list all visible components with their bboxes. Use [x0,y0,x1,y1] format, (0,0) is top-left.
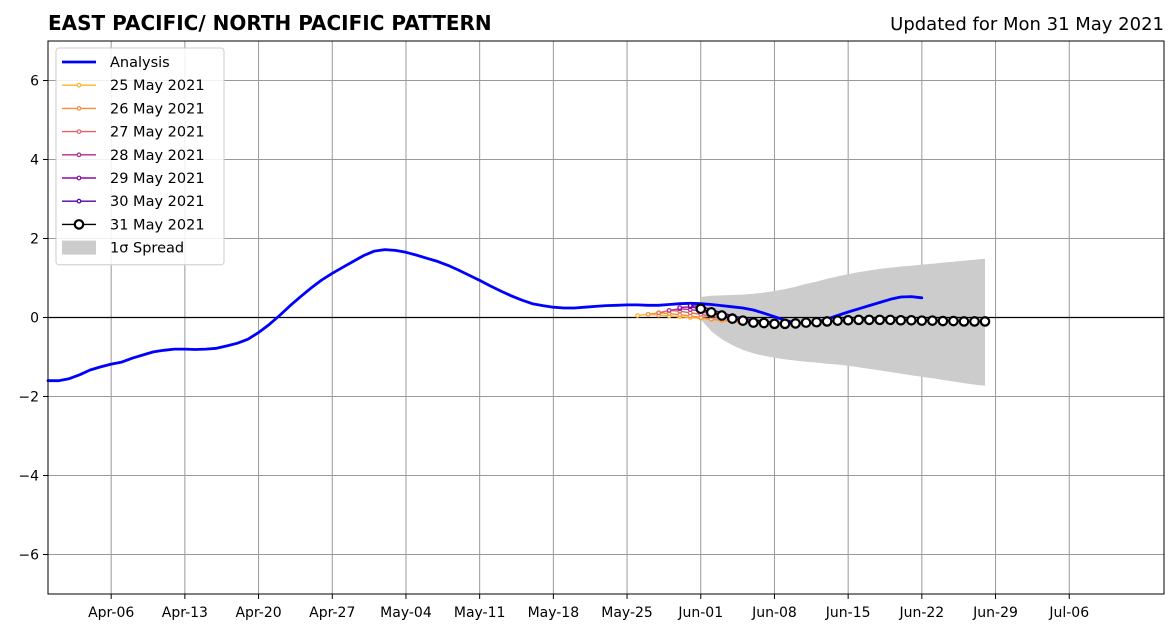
forecast-4-point-0 [678,306,682,310]
legend-label: 26 May 2021 [110,101,205,117]
x-tick-label: Jun-22 [898,605,944,621]
x-tick-label: May-11 [454,605,506,621]
forecast-0-point-0 [636,314,640,318]
updated-label: Updated for Mon 31 May 2021 [890,14,1164,35]
legend-swatch-patch [62,241,96,255]
latest-forecast-point-6 [760,319,768,327]
legend-swatch-marker [77,153,81,157]
legend-swatch-marker [77,130,81,134]
legend-swatch-marker [77,83,81,87]
legend-label: 31 May 2021 [110,217,205,233]
y-axis-ticks: 6 4 2 0 −2 −4 −6 [18,74,48,564]
x-tick-label: May-18 [528,605,580,621]
legend-swatch-marker [75,220,83,228]
x-tick-label: Jun-15 [825,605,871,621]
latest-forecast-point-16 [865,316,873,324]
latest-forecast-point-2 [718,311,726,319]
latest-forecast-point-25 [960,317,968,325]
x-tick-label: Apr-13 [162,605,208,621]
legend: Analysis 25 May 2021 26 May 2021 27 May 202… [56,48,224,265]
x-tick-label: Jun-01 [677,605,723,621]
latest-forecast-point-24 [949,317,957,325]
x-axis-ticks: Apr-06 Apr-13 Apr-20 Apr-27 May-04 May-11 May-… [88,594,1089,621]
latest-forecast-point-21 [918,316,926,324]
latest-forecast-point-26 [970,317,978,325]
legend-label: 28 May 2021 [110,148,205,164]
latest-forecast-point-15 [854,316,862,324]
x-tick-label: May-25 [601,605,653,621]
latest-forecast-point-22 [928,316,936,324]
latest-forecast-point-14 [844,316,852,324]
x-tick-label: Apr-20 [235,605,281,621]
y-tick-label: −6 [18,548,39,564]
latest-forecast-point-12 [823,317,831,325]
latest-forecast-point-0 [697,305,705,313]
y-tick-label: 2 [30,232,39,248]
legend-swatch-marker [77,199,81,203]
latest-forecast-point-23 [939,317,947,325]
x-tick-label: Jun-08 [751,605,797,621]
forecast-3-point-0 [667,309,671,313]
legend-swatch-marker [77,107,81,111]
x-tick-label: Jun-29 [972,605,1018,621]
legend-item: 1σ Spread [62,241,184,257]
legend-label: 27 May 2021 [110,125,205,141]
x-tick-label: Apr-27 [309,605,355,621]
x-tick-label: Jul-06 [1048,605,1089,621]
latest-forecast-point-5 [749,318,757,326]
chart-title: EAST PACIFIC/ NORTH PACIFIC PATTERN [48,11,492,35]
latest-forecast-point-27 [981,317,989,325]
latest-forecast-point-17 [876,316,884,324]
latest-forecast-point-7 [770,320,778,328]
legend-label: 29 May 2021 [110,171,205,187]
legend-label: 1σ Spread [110,241,184,257]
latest-forecast-point-10 [802,318,810,326]
x-tick-label: May-04 [380,605,432,621]
latest-forecast-point-8 [781,320,789,328]
x-tick-label: Apr-06 [88,605,134,621]
forecast-5-point-0 [688,304,692,308]
y-tick-label: −2 [18,390,39,406]
y-tick-label: 0 [30,311,39,327]
latest-forecast-point-3 [728,314,736,322]
legend-label: Analysis [110,55,170,71]
forecast-1-point-0 [646,313,650,317]
forecast-2-point-0 [657,311,661,315]
legend-label: 30 May 2021 [110,194,205,210]
latest-forecast-point-20 [907,316,915,324]
y-tick-label: 6 [30,74,39,90]
latest-forecast-point-13 [833,316,841,324]
y-tick-label: −4 [18,469,39,485]
latest-forecast-point-1 [707,308,715,316]
y-tick-label: 4 [30,153,39,169]
latest-forecast-point-4 [739,316,747,324]
latest-forecast-point-9 [791,319,799,327]
latest-forecast-point-11 [812,318,820,326]
latest-forecast-point-19 [897,316,905,324]
latest-forecast-point-18 [886,316,894,324]
legend-swatch-marker [77,176,81,180]
legend-label: 25 May 2021 [110,78,205,94]
